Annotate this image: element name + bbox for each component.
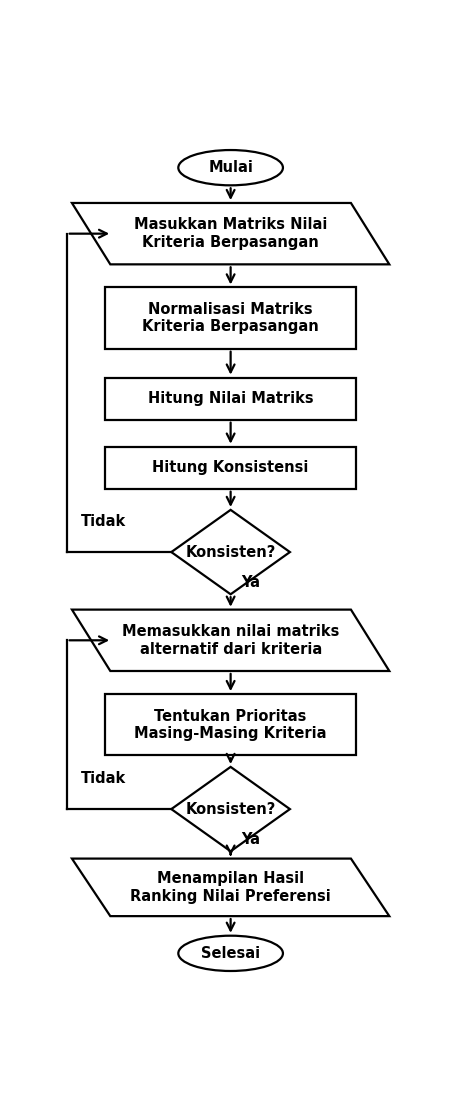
Text: Tidak: Tidak xyxy=(81,513,126,529)
Ellipse shape xyxy=(178,935,283,971)
Polygon shape xyxy=(72,609,389,671)
Text: Tentukan Prioritas
Masing-Masing Kriteria: Tentukan Prioritas Masing-Masing Kriteri… xyxy=(135,709,327,741)
Text: Normalisasi Matriks
Kriteria Berpasangan: Normalisasi Matriks Kriteria Berpasangan xyxy=(142,301,319,335)
Text: Mulai: Mulai xyxy=(208,161,253,175)
Text: Konsisten?: Konsisten? xyxy=(185,545,276,559)
Bar xyxy=(105,694,356,756)
Text: Hitung Konsistensi: Hitung Konsistensi xyxy=(153,460,309,475)
Bar xyxy=(105,446,356,489)
Ellipse shape xyxy=(178,150,283,185)
Text: Ya: Ya xyxy=(241,576,260,590)
Text: Masukkan Matriks Nilai
Kriteria Berpasangan: Masukkan Matriks Nilai Kriteria Berpasan… xyxy=(134,218,327,250)
Text: Ya: Ya xyxy=(241,833,260,847)
Polygon shape xyxy=(72,203,389,264)
Text: Tidak: Tidak xyxy=(81,771,126,786)
Polygon shape xyxy=(171,510,290,594)
Polygon shape xyxy=(72,858,389,916)
Bar xyxy=(105,287,356,348)
Text: Memasukkan nilai matriks
alternatif dari kriteria: Memasukkan nilai matriks alternatif dari… xyxy=(122,624,339,656)
Text: Konsisten?: Konsisten? xyxy=(185,801,276,817)
Text: Hitung Nilai Matriks: Hitung Nilai Matriks xyxy=(148,391,314,406)
Polygon shape xyxy=(171,767,290,852)
Bar xyxy=(105,377,356,420)
Text: Selesai: Selesai xyxy=(201,946,260,961)
Text: Menampilan Hasil
Ranking Nilai Preferensi: Menampilan Hasil Ranking Nilai Preferens… xyxy=(130,872,331,904)
